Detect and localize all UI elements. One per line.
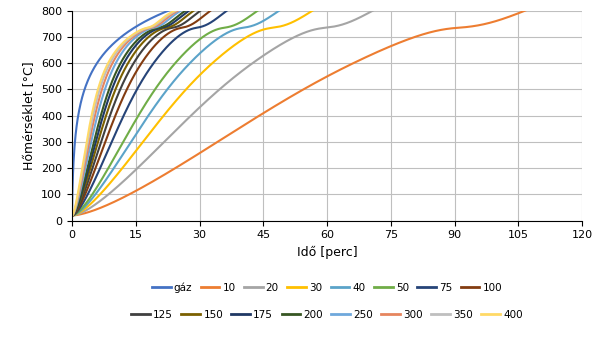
Y-axis label: Hőmérséklet [°C]: Hőmérséklet [°C]	[23, 61, 35, 170]
X-axis label: Idő [perc]: Idő [perc]	[296, 246, 358, 259]
Legend: 125, 150, 175, 200, 250, 300, 350, 400: 125, 150, 175, 200, 250, 300, 350, 400	[127, 306, 527, 324]
